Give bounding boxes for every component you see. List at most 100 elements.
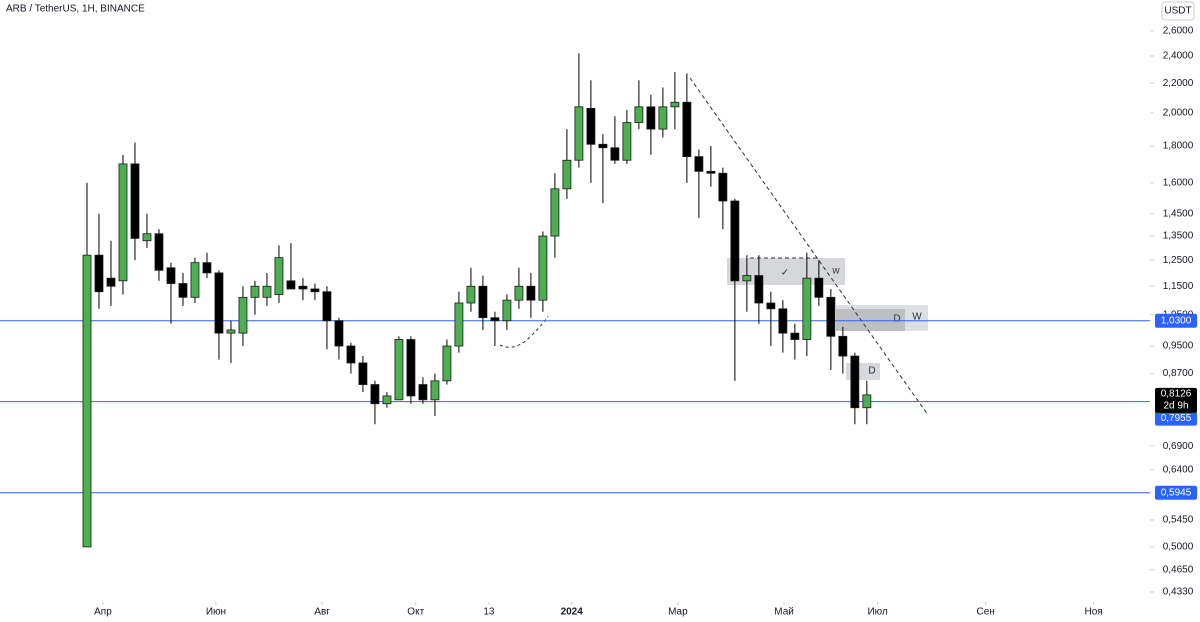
x-tick-label: 2024	[561, 607, 584, 618]
candle-body	[202, 262, 212, 274]
candle-body	[790, 332, 800, 340]
candle-body	[478, 285, 488, 319]
x-tick-label: Мар	[668, 607, 688, 618]
annotation: D	[893, 314, 900, 325]
candle-body	[142, 233, 152, 242]
candle-body	[742, 275, 752, 282]
annotation: w	[831, 266, 840, 277]
candle-body	[394, 339, 404, 401]
y-tick-label: 0,9500	[1163, 341, 1194, 352]
candle-body	[670, 101, 680, 108]
y-tick-label: 2,0000	[1163, 108, 1194, 119]
candle-body	[178, 283, 188, 298]
candle-body	[286, 280, 296, 290]
x-tick-label: Сен	[976, 607, 994, 618]
candle-body	[118, 163, 128, 282]
y-tick-label: 2,6000	[1163, 26, 1194, 37]
y-tick-label: 1,6000	[1163, 178, 1194, 189]
candle-body	[82, 254, 92, 548]
candle-body	[166, 267, 176, 284]
candle-body	[334, 320, 344, 347]
candle-body	[262, 285, 272, 298]
candle-body	[754, 275, 764, 304]
candle-body	[550, 188, 560, 237]
candle-body	[658, 106, 668, 130]
countdown: 2d 9h	[1163, 401, 1188, 412]
candle-body	[514, 285, 524, 301]
y-tick-label: 0,5000	[1163, 542, 1194, 553]
candle-body	[802, 277, 812, 340]
chart-title: ARB / TetherUS, 1H, BINANCE	[6, 4, 145, 15]
y-tick-label: 2,4000	[1163, 51, 1194, 62]
x-tick-label: Авг	[314, 607, 330, 618]
y-tick-label: 2,2000	[1163, 78, 1194, 89]
candle-body	[682, 101, 692, 158]
y-tick-label: 0,4650	[1163, 564, 1194, 575]
y-tick-label: 1,4500	[1163, 208, 1194, 219]
candle-body	[646, 106, 656, 130]
annotation: W	[912, 312, 922, 323]
level-label-box	[1155, 411, 1197, 426]
candle-body	[622, 122, 632, 161]
candle-body	[238, 296, 248, 334]
candle-body	[838, 335, 848, 357]
candle-body	[250, 285, 260, 298]
candle-body	[718, 172, 728, 202]
candle-body	[826, 296, 836, 337]
y-tick-label: 0,4330	[1163, 587, 1194, 598]
candle-body	[274, 257, 284, 295]
candle-body	[430, 380, 440, 401]
candle-body	[454, 302, 464, 347]
x-tick-label: Ноя	[1085, 607, 1103, 618]
candle-body	[346, 345, 356, 364]
candle-body	[766, 302, 776, 310]
trendline	[689, 77, 929, 416]
y-tick-label: 0,6400	[1163, 464, 1194, 475]
candle-body	[850, 355, 860, 409]
x-tick-label: Апр	[94, 607, 112, 618]
candle-body	[502, 299, 512, 322]
candle-body	[610, 147, 620, 161]
y-tick-label: 1,3500	[1163, 231, 1194, 242]
candle-body	[562, 159, 572, 190]
candle-body	[634, 106, 644, 123]
level-label: 0,5945	[1161, 487, 1192, 498]
level-label: 0,7955	[1161, 413, 1192, 424]
y-tick-label: 1,1500	[1163, 281, 1194, 292]
candle-body	[694, 156, 704, 172]
x-tick-label: Июн	[206, 607, 226, 618]
candle-body	[154, 233, 164, 271]
candle-body	[706, 170, 716, 174]
annotation: D	[868, 366, 875, 377]
x-tick-label: Май	[774, 607, 794, 618]
candle-body	[418, 384, 428, 401]
drawings: ✓ w D W D	[499, 77, 929, 416]
y-tick-label: 0,8700	[1163, 368, 1194, 379]
level-label: 1,0300	[1161, 315, 1192, 326]
level-label-box	[1155, 313, 1197, 328]
last-price-box	[1155, 387, 1197, 413]
annotation: ✓	[781, 268, 789, 279]
zone-d	[836, 309, 905, 331]
candle-body	[442, 345, 452, 382]
level-label-box	[1155, 485, 1197, 500]
candle-body	[466, 285, 476, 304]
x-tick-label: Июл	[867, 607, 887, 618]
candle-body	[490, 317, 500, 322]
candle-body	[778, 308, 788, 334]
candle-body	[190, 262, 200, 298]
candle-body	[574, 106, 584, 161]
currency-label[interactable]: USDT	[1164, 6, 1191, 17]
y-tick-label: 1,2500	[1163, 255, 1194, 266]
candle-body	[310, 288, 320, 293]
last-price-label: 0,8126	[1161, 389, 1192, 400]
candle-body	[538, 235, 548, 301]
y-tick-label: 1,8000	[1163, 141, 1194, 152]
candle-body	[94, 254, 104, 293]
candle-body	[814, 277, 824, 298]
currency-box[interactable]	[1161, 1, 1195, 21]
candle-body	[298, 285, 308, 290]
candle-body	[106, 277, 116, 287]
candle-body	[406, 339, 416, 397]
